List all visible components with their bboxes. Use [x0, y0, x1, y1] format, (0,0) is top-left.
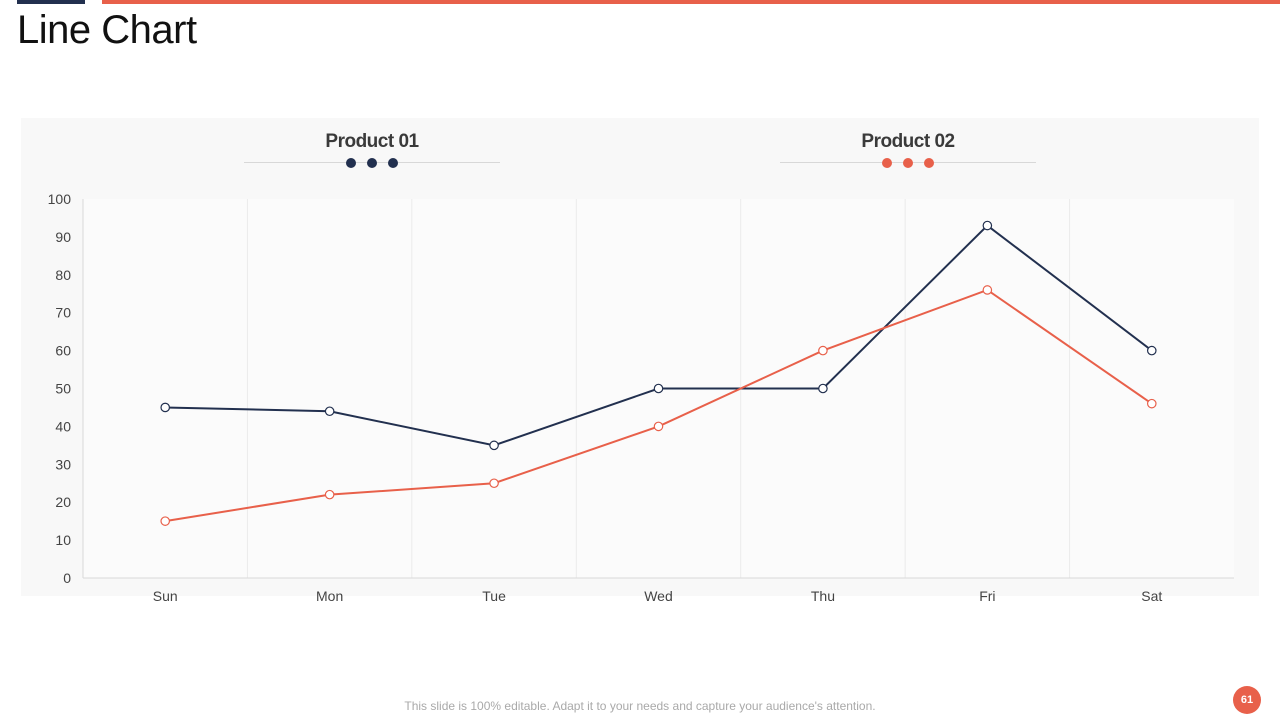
- title-accent-bar: [102, 0, 1280, 4]
- data-point-product-02: [160, 516, 171, 526]
- data-point-product-01: [324, 406, 335, 417]
- data-point-product-02: [653, 421, 664, 432]
- data-point-product-01: [653, 383, 664, 394]
- legend-label-product-02: Product 02: [861, 131, 955, 152]
- slide-title: Line Chart: [17, 8, 197, 52]
- data-point-product-01: [489, 440, 499, 451]
- data-point-product-02: [818, 345, 828, 356]
- x-tick-label: Thu: [811, 588, 835, 604]
- data-point-product-02: [489, 478, 499, 489]
- y-tick-label: 70: [55, 305, 71, 321]
- x-tick-label: Mon: [316, 588, 343, 604]
- y-tick-label: 50: [55, 381, 71, 397]
- x-tick-label: Tue: [482, 588, 506, 604]
- y-tick-label: 40: [55, 418, 71, 434]
- legend-product-01: Product 01: [244, 131, 500, 168]
- legend-label-product-01: Product 01: [325, 131, 419, 152]
- y-tick-label: 20: [55, 494, 71, 510]
- y-tick-label: 80: [55, 267, 71, 283]
- data-point-product-02: [1146, 398, 1157, 409]
- data-point-product-01: [160, 402, 171, 413]
- data-point-product-01: [982, 220, 993, 231]
- data-point-product-01: [818, 383, 828, 394]
- title-accent-bar-dark: [17, 0, 85, 4]
- legend-dot-icon: [903, 158, 913, 168]
- legend-dot-icon: [882, 158, 892, 168]
- legend-dot-icon: [346, 158, 356, 168]
- legend-dots: [244, 158, 500, 168]
- legend-dots: [780, 158, 1036, 168]
- x-tick-label: Fri: [979, 588, 995, 604]
- data-point-product-01: [1146, 345, 1157, 356]
- y-tick-label: 30: [55, 456, 71, 472]
- data-point-product-02: [982, 285, 993, 295]
- y-tick-label: 60: [55, 343, 71, 359]
- y-tick-label: 10: [55, 532, 71, 548]
- legend-dot-icon: [924, 158, 934, 168]
- legend-dot-icon: [367, 158, 377, 168]
- legend-dot-icon: [388, 158, 398, 168]
- footer-note: This slide is 100% editable. Adapt it to…: [404, 699, 876, 713]
- y-tick-label: 0: [63, 570, 71, 586]
- page-number-badge: 61: [1233, 686, 1261, 714]
- x-tick-label: Wed: [644, 588, 673, 604]
- y-tick-label: 90: [55, 229, 71, 245]
- data-point-product-02: [324, 489, 335, 500]
- legend-product-02: Product 02: [780, 131, 1036, 168]
- x-tick-label: Sun: [153, 588, 178, 604]
- y-tick-label: 100: [48, 191, 72, 207]
- x-tick-label: Sat: [1141, 588, 1162, 604]
